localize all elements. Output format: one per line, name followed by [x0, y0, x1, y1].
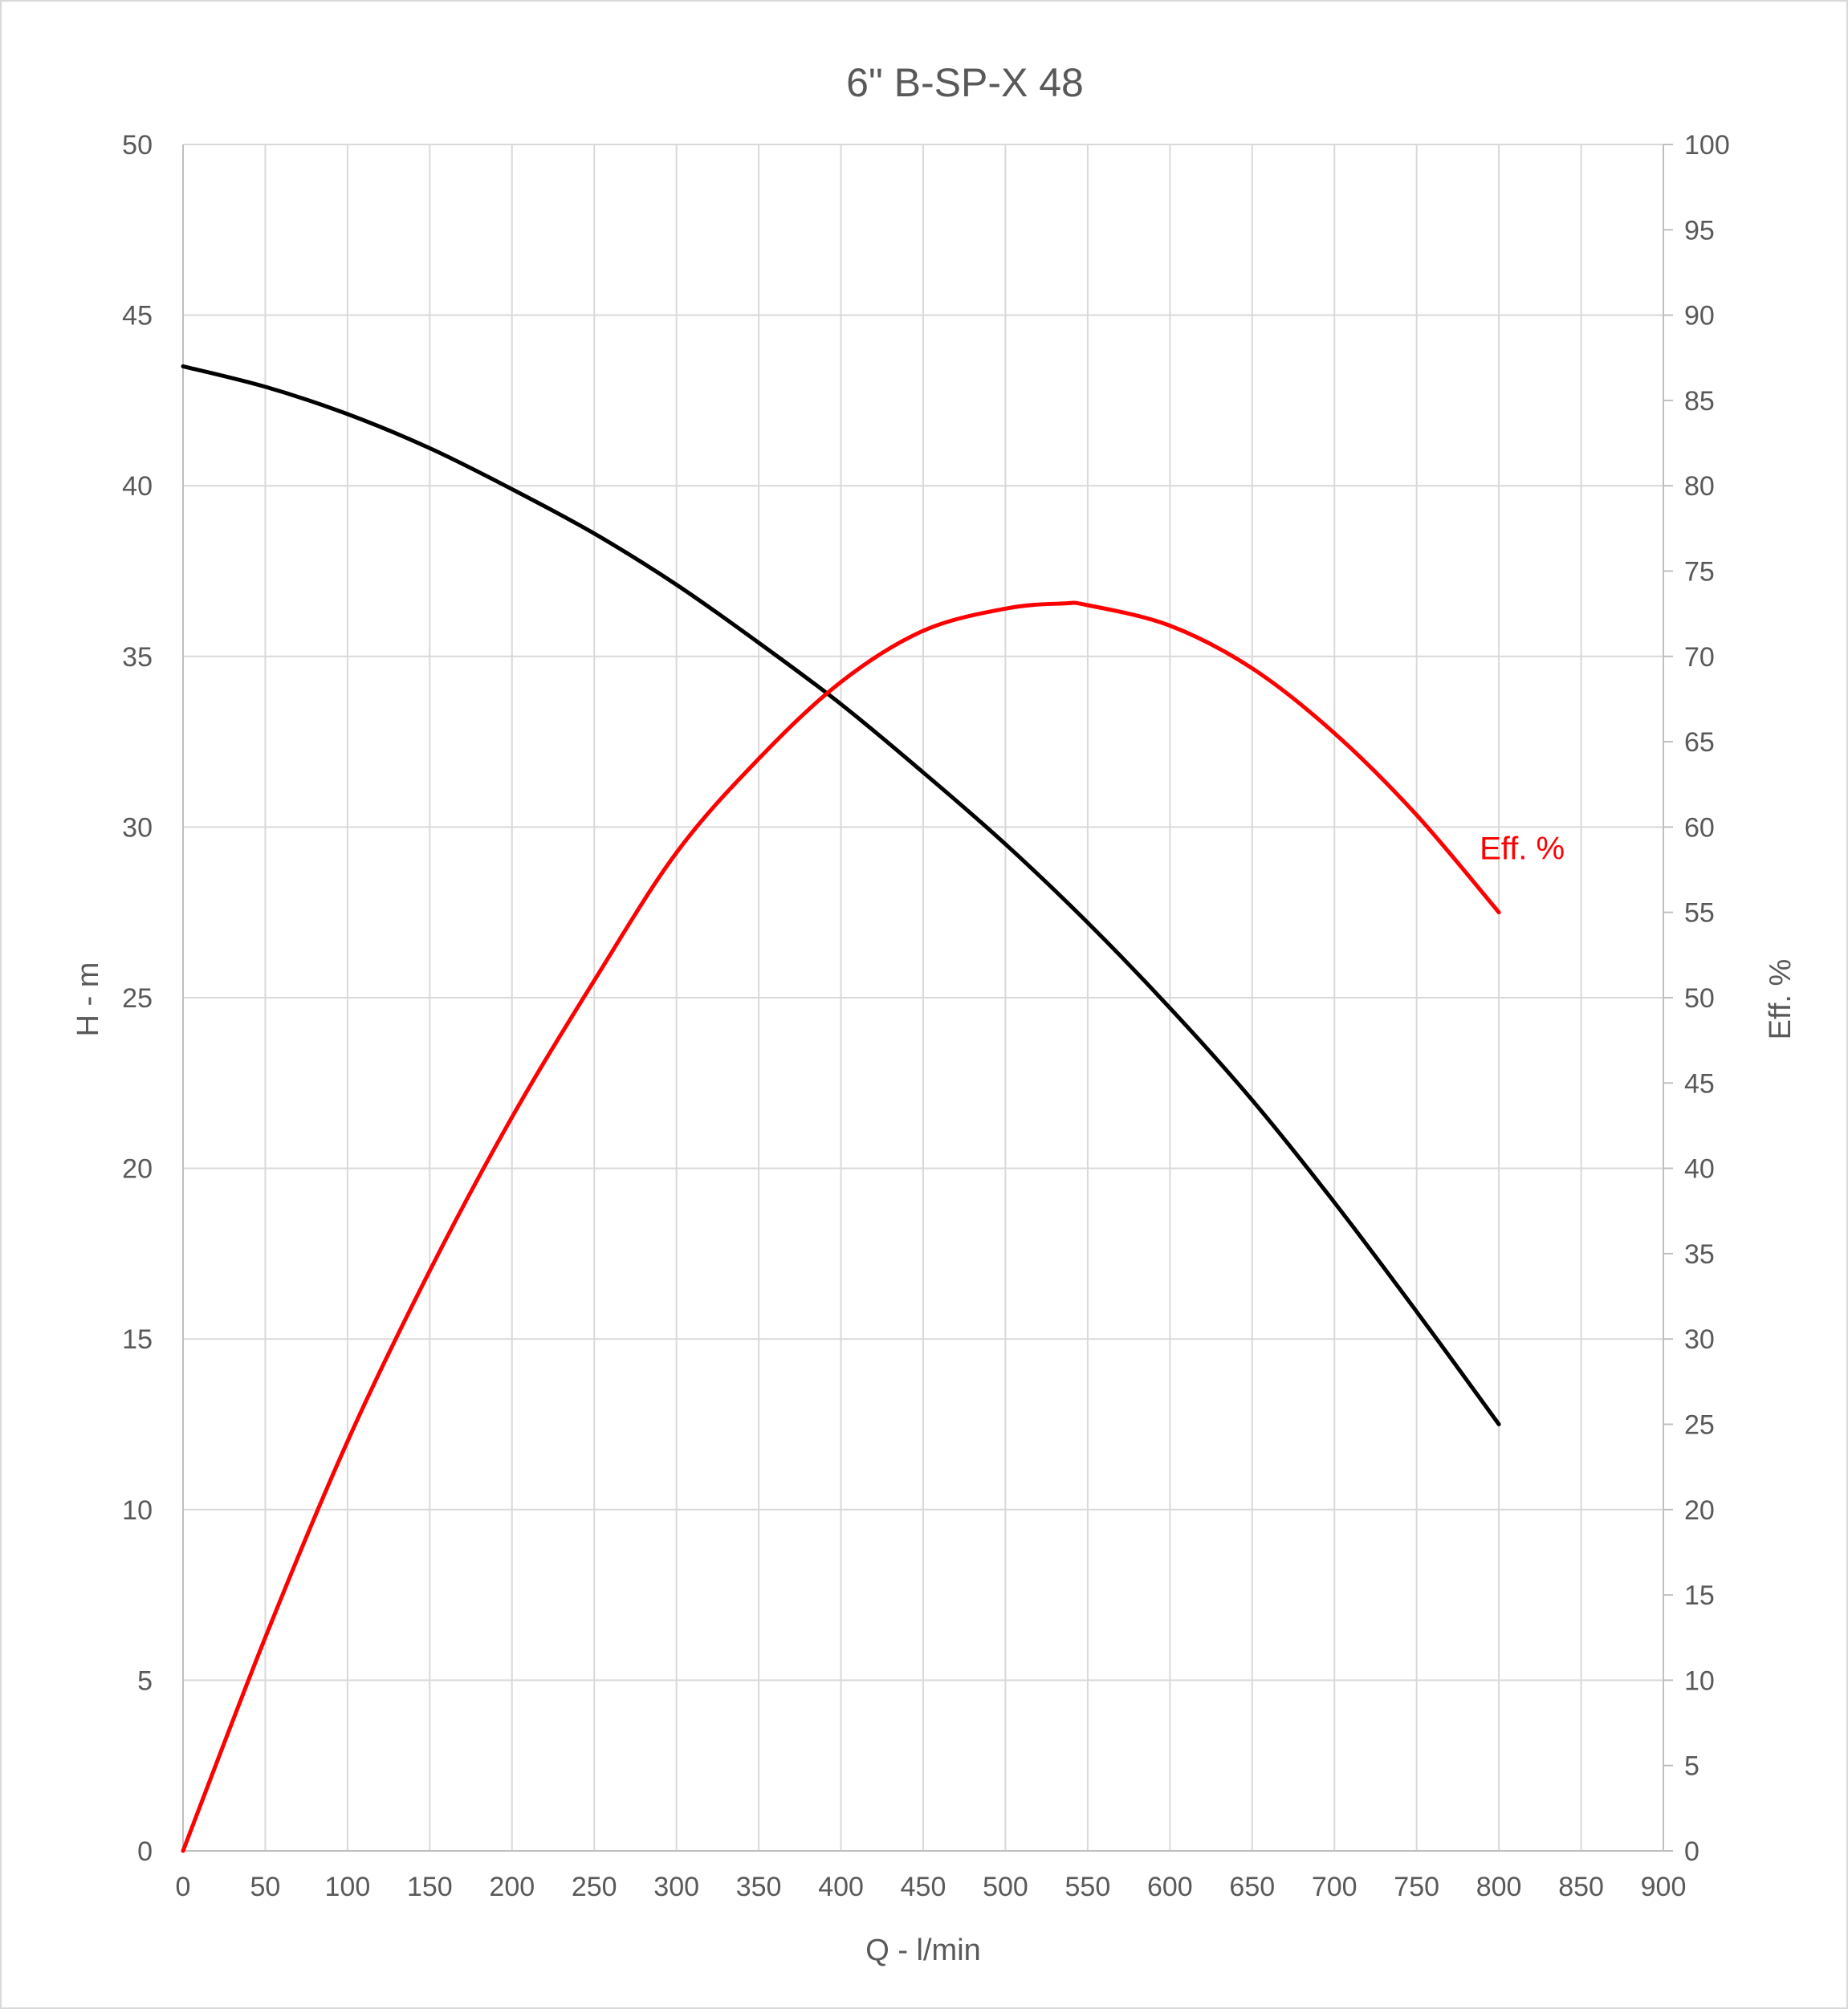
axes	[182, 144, 1673, 1852]
x-tick-label: 600	[1147, 1872, 1193, 1902]
x-tick-label: 300	[653, 1872, 699, 1902]
x-tick-label: 250	[572, 1872, 617, 1902]
y2-axis-title: Eff. %	[1764, 959, 1797, 1040]
y2-tick-label: 60	[1684, 812, 1715, 843]
y2-tick-label: 35	[1684, 1239, 1715, 1270]
data-series: Eff. %	[181, 364, 1565, 1853]
y2-tick-label: 0	[1684, 1836, 1699, 1867]
y2-tick-label: 20	[1684, 1495, 1715, 1526]
y2-tick-label: 50	[1684, 983, 1715, 1014]
tick-labels: 0 50 100 150 200 250 300 350 400 450 500 550 600 650 7…	[122, 130, 1730, 1902]
y-tick-label: 0	[137, 1836, 153, 1867]
y2-tick-label: 45	[1684, 1068, 1715, 1099]
y2-tick-label: 95	[1684, 215, 1715, 246]
grid-lines	[183, 144, 1663, 1851]
x-tick-label: 800	[1476, 1872, 1522, 1902]
y2-tick-label: 70	[1684, 642, 1715, 673]
x-tick-label: 650	[1229, 1872, 1275, 1902]
x-tick-label: 500	[983, 1872, 1028, 1902]
y2-tick-label: 40	[1684, 1154, 1715, 1185]
y-axis-title: H - m	[71, 962, 105, 1037]
y2-tick-label: 5	[1684, 1751, 1699, 1782]
y2-tick-label: 100	[1684, 130, 1730, 161]
x-tick-label: 350	[736, 1872, 782, 1902]
x-tick-label: 550	[1065, 1872, 1111, 1902]
y-tick-label: 25	[122, 983, 153, 1014]
y-tick-label: 45	[122, 301, 153, 331]
y-tick-label: 30	[122, 812, 153, 843]
y-tick-label: 15	[122, 1324, 153, 1355]
y2-tick-label: 65	[1684, 727, 1715, 758]
x-tick-label: 400	[818, 1872, 864, 1902]
y2-tick-label: 90	[1684, 301, 1715, 331]
x-tick-label: 150	[407, 1872, 453, 1902]
y2-tick-label: 75	[1684, 557, 1715, 588]
series-line-eff	[181, 600, 1501, 1853]
x-tick-label: 200	[489, 1872, 535, 1902]
series-label-eff: Eff. %	[1480, 832, 1565, 867]
x-tick-label: 450	[901, 1872, 946, 1902]
x-tick-label: 900	[1641, 1872, 1687, 1902]
x-tick-label: 700	[1312, 1872, 1358, 1902]
y-tick-label: 40	[122, 471, 153, 502]
y2-tick-label: 55	[1684, 898, 1715, 929]
series-line-head	[181, 364, 1501, 1426]
y-tick-label: 35	[122, 642, 153, 673]
chart-title: 6" B-SP-X 48	[846, 60, 1084, 105]
y2-tick-label: 25	[1684, 1410, 1715, 1441]
y2-tick-label: 30	[1684, 1324, 1715, 1355]
x-tick-label: 850	[1558, 1872, 1604, 1902]
x-tick-label: 0	[176, 1872, 191, 1902]
y2-tick-label: 80	[1684, 471, 1715, 502]
y-tick-label: 5	[137, 1665, 153, 1696]
y-tick-label: 50	[122, 130, 153, 161]
x-tick-label: 50	[250, 1872, 281, 1902]
x-tick-label: 750	[1394, 1872, 1439, 1902]
y-tick-label: 20	[122, 1154, 153, 1185]
y2-tick-label: 10	[1684, 1665, 1715, 1696]
x-tick-label: 100	[325, 1872, 371, 1902]
x-axis-title: Q - l/min	[865, 1934, 981, 1967]
y2-tick-label: 15	[1684, 1580, 1715, 1611]
y-tick-label: 10	[122, 1495, 153, 1526]
y2-tick-label: 85	[1684, 386, 1715, 417]
